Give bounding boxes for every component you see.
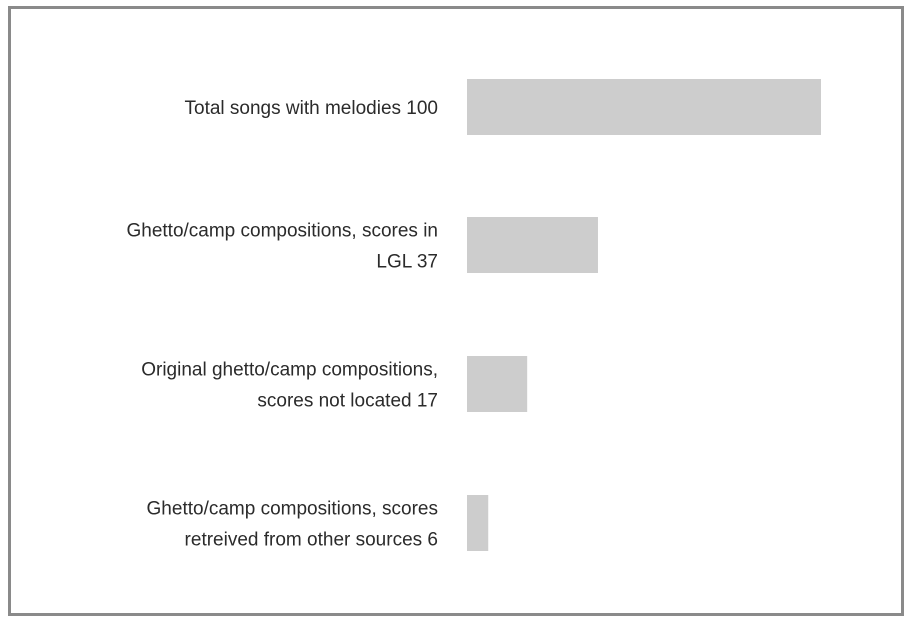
category-label-line: Original ghetto/camp compositions,	[141, 360, 438, 381]
category-label-line: Ghetto/camp compositions, scores in	[126, 221, 438, 242]
category-label-3: Original ghetto/camp compositions, scores…	[141, 360, 438, 412]
category-label-line: retreived from other sources 6	[185, 530, 438, 551]
category-label-1: Total songs with melodies 100	[185, 98, 438, 119]
bar-2	[467, 217, 598, 273]
category-label-line: LGL 37	[376, 252, 438, 273]
bar-3	[467, 356, 528, 412]
bar-4	[467, 495, 489, 551]
category-label-2: Ghetto/camp compositions, scores in LGL 3…	[126, 221, 438, 273]
category-label-line: Total songs with melodies 100	[185, 98, 438, 119]
bar-1	[467, 79, 821, 135]
category-label-line: Ghetto/camp compositions, scores	[147, 499, 438, 520]
category-label-line: scores not located 17	[257, 391, 438, 412]
category-label-4: Ghetto/camp compositions, scores retreive…	[147, 499, 438, 551]
